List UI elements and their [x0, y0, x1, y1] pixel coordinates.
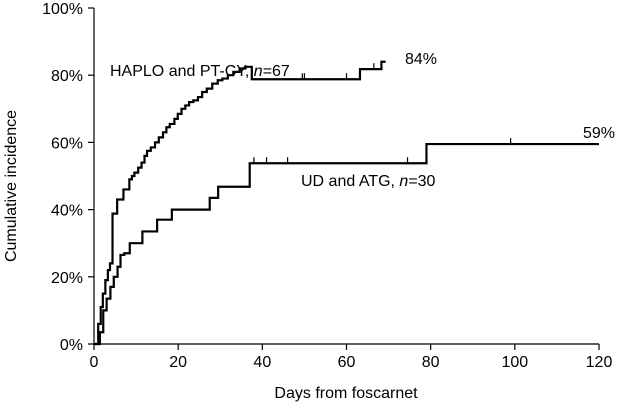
y-axis-title: Cumulative incidence [3, 110, 20, 262]
x-tick-label: 20 [169, 354, 187, 371]
legend-ud-label: UD and ATG, n=30 [301, 173, 436, 190]
legend-ud-n-symbol: n [399, 173, 408, 190]
x-tick-label: 100 [501, 354, 528, 371]
ud-end-label: 59% [583, 125, 615, 142]
x-tick-label: 80 [422, 354, 440, 371]
series-line-haplo [94, 60, 386, 346]
y-tick-label: 20% [51, 270, 83, 287]
legend-ud-n-value: =30 [408, 173, 435, 190]
y-tick-label: 80% [51, 68, 83, 85]
legend-haplo-prefix: HAPLO and PT-CY, [110, 63, 254, 80]
series-layer [94, 60, 599, 346]
y-tick-label: 60% [51, 135, 83, 152]
x-tick-label: 0 [90, 354, 99, 371]
x-tick-label: 60 [338, 354, 356, 371]
series-line-ud [94, 142, 599, 346]
y-axis-ticks: 0% 20% 40% 60% 80% 100% [42, 1, 94, 354]
x-tick-label: 40 [253, 354, 271, 371]
y-tick-label: 40% [51, 203, 83, 220]
legend-haplo-label: HAPLO and PT-CY, n=67 [110, 63, 290, 80]
legend-haplo-n-symbol: n [254, 63, 263, 80]
legend-ud-prefix: UD and ATG, [301, 173, 399, 190]
legend-haplo-n-value: =67 [263, 63, 290, 80]
x-axis-title: Days from foscarnet [274, 385, 418, 402]
haplo-end-label: 84% [405, 51, 437, 68]
x-tick-label: 120 [586, 354, 613, 371]
y-tick-label: 0% [60, 337, 83, 354]
y-tick-label: 100% [42, 1, 83, 18]
x-axis-ticks: 0 20 40 60 80 100 120 [90, 344, 613, 371]
